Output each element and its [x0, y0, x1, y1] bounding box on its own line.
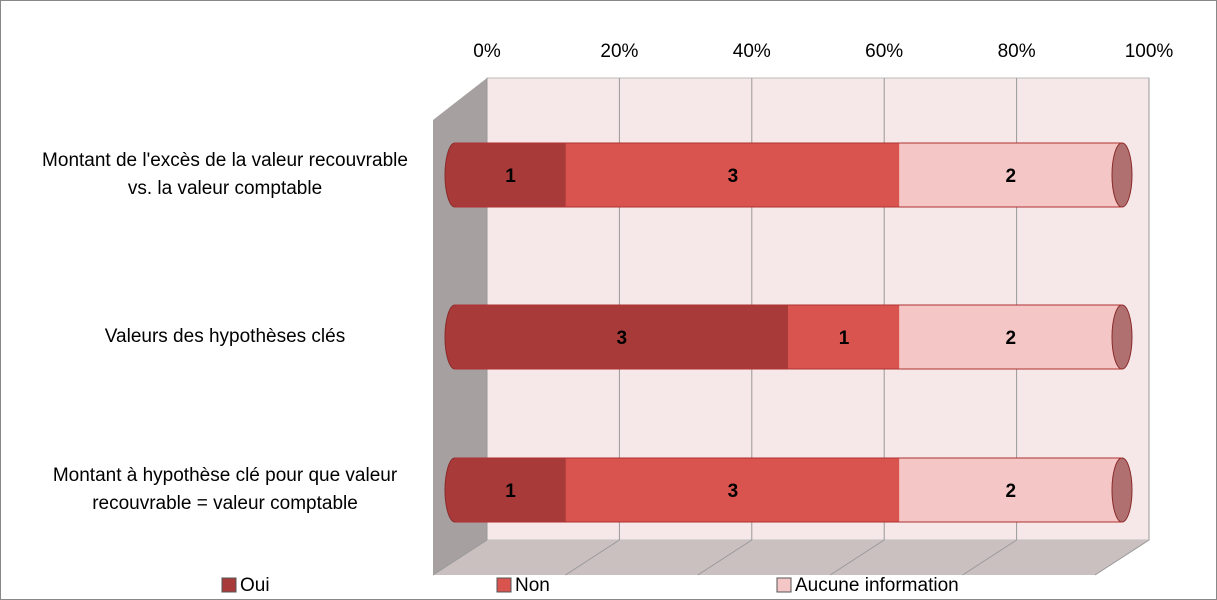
bar	[565, 457, 901, 523]
x-tick-label: 0%	[473, 41, 501, 62]
bar-cap	[1111, 142, 1133, 208]
grid-line	[697, 539, 753, 576]
data-label: 2	[1006, 166, 1017, 187]
x-tick-label: 60%	[865, 41, 903, 62]
grid-line	[432, 539, 488, 576]
x-tick-label: 100%	[1125, 41, 1174, 62]
data-label: 1	[839, 328, 850, 349]
grid-line	[829, 539, 885, 576]
y-tick-label: Montant de l'excès de la valeur recouvra…	[42, 150, 408, 199]
legend-swatch	[496, 577, 512, 593]
grid-line	[962, 539, 1017, 576]
legend-label: Aucune information	[795, 575, 959, 596]
y-tick-label: Montant à hypothèse clé pour que valeur …	[52, 465, 398, 514]
x-tick-label: 40%	[733, 41, 771, 62]
legend-label: Non	[515, 575, 550, 596]
bar	[899, 304, 1123, 370]
data-label: 3	[728, 481, 739, 502]
bar	[454, 457, 567, 523]
data-label: 2	[1006, 328, 1017, 349]
data-label: 3	[728, 166, 739, 187]
bar	[454, 304, 789, 370]
x-tick-label: 20%	[600, 41, 638, 62]
legend-label: Oui	[240, 575, 270, 596]
data-label: 3	[616, 328, 627, 349]
bar	[899, 457, 1123, 523]
legend-swatch	[776, 577, 792, 593]
data-label: 1	[505, 481, 516, 502]
legend-swatch	[221, 577, 237, 593]
data-label: 1	[505, 166, 516, 187]
floor	[433, 540, 1149, 575]
bar	[788, 304, 901, 370]
data-label: 2	[1006, 481, 1017, 502]
x-tick-label: 80%	[998, 41, 1036, 62]
bar-cap	[1111, 304, 1133, 370]
y-tick-label: Valeurs des hypothèses clés	[104, 326, 346, 347]
grid-line	[565, 539, 620, 576]
bar-cap	[1111, 457, 1133, 523]
grid-line	[1094, 539, 1150, 576]
bar	[565, 142, 901, 208]
